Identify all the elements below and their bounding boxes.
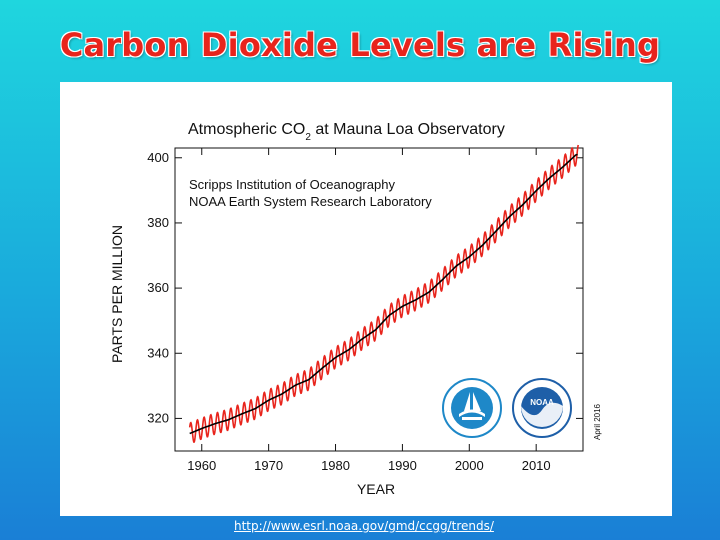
series-trend-co2 xyxy=(189,153,578,435)
x-ticks: 1960 1970 1980 1990 2000 2010 xyxy=(187,148,551,473)
source-link[interactable]: http://www.esrl.noaa.gov/gmd/ccgg/trends… xyxy=(234,519,494,533)
chart-panel: Atmospheric CO2 at Mauna Loa Observatory… xyxy=(60,82,672,516)
y-tick-label: 320 xyxy=(147,410,169,425)
y-tick-label: 380 xyxy=(147,215,169,230)
y-tick-label: 400 xyxy=(147,150,169,165)
noaa-logo-text: NOAA xyxy=(530,398,554,407)
slide-title: Carbon Dioxide Levels are Rising xyxy=(59,26,661,64)
y-axis-title: PARTS PER MILLION xyxy=(109,225,125,363)
x-tick-label: 2010 xyxy=(522,458,551,473)
x-tick-label: 1960 xyxy=(187,458,216,473)
y-tick-label: 340 xyxy=(147,345,169,360)
co2-chart: Atmospheric CO2 at Mauna Loa Observatory… xyxy=(109,121,602,497)
x-tick-label: 2000 xyxy=(455,458,484,473)
x-tick-label: 1970 xyxy=(254,458,283,473)
chart-title-subscript: 2 xyxy=(305,132,311,143)
plot-frame xyxy=(174,147,584,452)
chart-title-main: Atmospheric CO xyxy=(188,121,305,138)
x-tick-label: 1990 xyxy=(388,458,417,473)
y-ticks: 320 340 360 380 400 xyxy=(147,150,583,425)
x-tick-label: 1980 xyxy=(321,458,350,473)
scripps-logo-icon xyxy=(442,378,502,438)
annotation-noaa: NOAA Earth System Research Laboratory xyxy=(189,194,432,209)
chart-title-rest: at Mauna Loa Observatory xyxy=(311,121,505,138)
y-tick-label: 360 xyxy=(147,280,169,295)
date-stamp: April 2016 xyxy=(593,403,602,440)
series-layer xyxy=(188,144,579,443)
annotation-scripps: Scripps Institution of Oceanography xyxy=(189,177,395,192)
x-axis-title: YEAR xyxy=(357,481,395,497)
chart-title: Atmospheric CO2 at Mauna Loa Observatory xyxy=(188,121,505,143)
noaa-logo-icon: NOAA xyxy=(512,378,572,438)
